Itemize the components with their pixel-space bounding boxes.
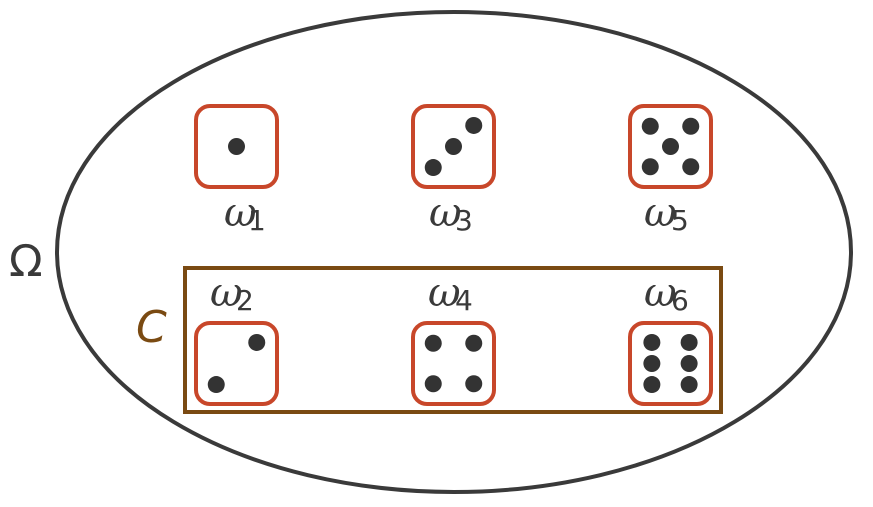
outcome-label-1: ω 1 xyxy=(224,190,266,237)
die-pip xyxy=(641,117,659,135)
outcome-symbol: ω xyxy=(428,270,461,316)
die-pip xyxy=(643,376,661,394)
die-pip xyxy=(643,355,661,372)
outcome-symbol: ω xyxy=(644,190,677,236)
die-pip xyxy=(680,333,698,351)
outcome-label-2: ω 2 xyxy=(210,270,254,317)
outcome-index: 1 xyxy=(248,204,266,237)
outcome-index: 6 xyxy=(671,284,689,317)
die-1 xyxy=(194,104,279,189)
sample-space-label: Ω xyxy=(9,236,43,287)
die-pip xyxy=(680,355,698,372)
die-pip xyxy=(682,158,700,176)
outcome-symbol: ω xyxy=(210,270,243,316)
die-pip xyxy=(643,333,661,351)
die-pip xyxy=(248,333,266,351)
die-4 xyxy=(411,321,496,406)
die-pip xyxy=(424,375,442,393)
outcome-label-6: ω 6 xyxy=(644,270,689,317)
die-pip xyxy=(207,376,225,394)
die-pip xyxy=(662,138,679,155)
outcome-index: 3 xyxy=(455,204,473,237)
die-2 xyxy=(194,321,279,406)
die-pip xyxy=(641,158,659,176)
die-6 xyxy=(628,321,713,406)
outcome-label-4: ω 4 xyxy=(428,270,473,317)
die-3 xyxy=(411,104,496,189)
die-pip xyxy=(682,117,700,135)
die-pip xyxy=(424,159,442,177)
die-pip xyxy=(445,138,462,155)
outcome-label-5: ω 5 xyxy=(644,190,689,237)
die-pip xyxy=(465,116,483,134)
die-5 xyxy=(628,104,713,189)
event-c-label: C xyxy=(136,302,167,353)
dice-group xyxy=(194,104,713,406)
die-face xyxy=(194,321,279,406)
die-face xyxy=(628,321,713,406)
sample-space-ellipse xyxy=(55,10,853,494)
die-pip xyxy=(680,376,698,394)
outcome-index: 5 xyxy=(671,204,689,237)
die-pip xyxy=(465,334,483,352)
outcome-symbol: ω xyxy=(429,190,462,236)
die-pip xyxy=(228,138,245,155)
die-pip xyxy=(465,375,483,393)
outcome-index: 2 xyxy=(236,284,254,317)
outcome-label-3: ω 3 xyxy=(429,190,473,237)
die-face xyxy=(411,321,496,406)
die-pip xyxy=(424,334,442,352)
outcome-index: 4 xyxy=(455,284,473,317)
event-c-box xyxy=(183,266,723,414)
outcome-symbol: ω xyxy=(224,190,257,236)
outcome-symbol: ω xyxy=(644,270,677,316)
